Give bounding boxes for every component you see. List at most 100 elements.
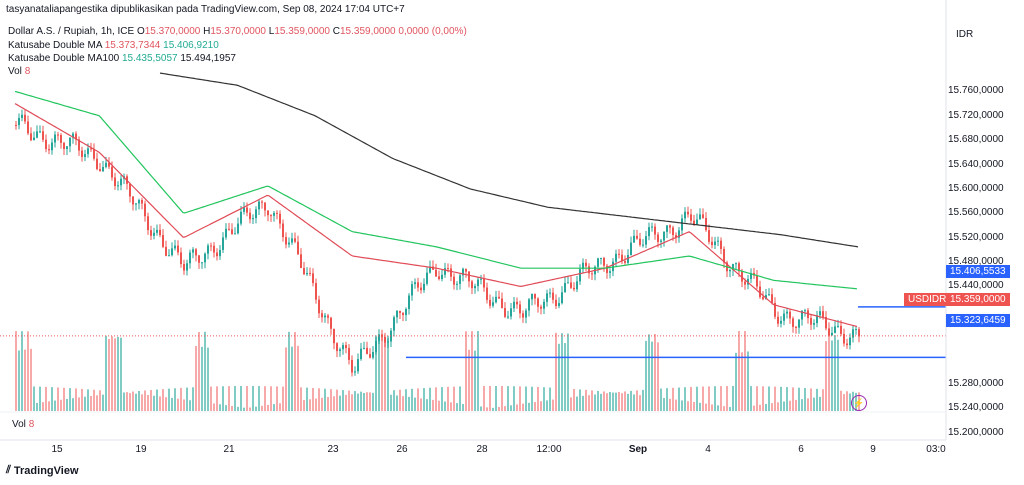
candle-body — [576, 281, 578, 290]
candle-body — [24, 114, 26, 122]
candle-body — [240, 211, 242, 224]
candle-body — [729, 269, 731, 272]
volume-bar — [843, 394, 845, 411]
volume-bar — [258, 386, 260, 411]
volume-bar — [159, 396, 161, 411]
candle-body — [273, 212, 275, 216]
close-label: C — [332, 26, 340, 37]
volume-bar — [36, 402, 38, 411]
candle-body — [63, 142, 65, 149]
candle-body — [720, 240, 722, 249]
tradingview-brand-text: TradingView — [13, 464, 79, 477]
volume-bar — [63, 387, 65, 411]
volume-bar — [729, 406, 731, 411]
volume-bar — [513, 386, 515, 411]
volume-bar — [573, 388, 575, 411]
candle-body — [789, 311, 791, 319]
volume-bar — [312, 387, 314, 411]
ma-100-line — [14, 90, 858, 290]
volume-bar — [624, 391, 626, 411]
volume-bar — [87, 389, 89, 411]
candle-body — [492, 302, 494, 306]
volume-bar — [207, 347, 209, 411]
tradingview-logo[interactable]: ⫽ TradingView — [6, 464, 79, 477]
volume-bar — [42, 402, 44, 411]
volume-bar — [555, 332, 557, 411]
volume-bar — [744, 331, 746, 411]
candle-body — [147, 216, 149, 231]
candle-body — [855, 329, 857, 331]
volume-bar — [798, 387, 800, 411]
volume-bar — [45, 386, 47, 411]
change-value: 0,0000 (0,00%) — [398, 26, 467, 37]
candle-body — [549, 292, 551, 294]
candles — [15, 109, 860, 377]
volume-bar — [51, 387, 53, 411]
ma-legend-2-value1: 15.435,5057 — [121, 53, 178, 64]
volume-bar — [705, 403, 707, 411]
candle-body — [771, 294, 773, 303]
vol-legend-value: 8 — [24, 66, 31, 77]
volume-bar — [663, 398, 665, 411]
volume-bar — [495, 386, 497, 411]
volume-bar — [420, 398, 422, 411]
candle-body — [18, 117, 20, 126]
ma-legend-2-value2: 15.494,1957 — [180, 53, 236, 64]
candle-body — [255, 209, 257, 219]
candle-body — [540, 306, 542, 309]
candle-body — [699, 214, 701, 220]
candle-body — [531, 293, 533, 300]
volume-bar — [657, 342, 659, 411]
volume-bar — [756, 386, 758, 411]
volume-bar — [837, 339, 839, 411]
volume-bar — [30, 348, 32, 411]
volume-bar — [807, 398, 809, 411]
ma-legend-2[interactable]: Katusabe Double MA100 15.435,5057 15.494… — [8, 53, 236, 64]
volume-bar — [834, 335, 836, 411]
candle-body — [345, 345, 347, 349]
candle-body — [624, 261, 626, 263]
volume-bar — [681, 400, 683, 411]
ma-legend-1[interactable]: Katusabe Double MA 15.373,7344 15.406,92… — [8, 40, 219, 51]
candle-body — [819, 311, 821, 316]
candle-body — [612, 261, 614, 272]
volume-bar — [753, 405, 755, 411]
candle-body — [342, 345, 344, 350]
price-axis-tick: 15.680,0000 — [948, 134, 1004, 146]
volume-bar — [102, 394, 104, 411]
candle-body — [474, 286, 476, 289]
time-axis-tick: 21 — [223, 444, 235, 455]
volume-bar — [372, 392, 374, 411]
volume-bar — [360, 391, 362, 411]
volume-bar — [288, 331, 290, 411]
volume-bar — [720, 386, 722, 411]
volume-bar — [267, 404, 269, 411]
candle-body — [645, 236, 647, 245]
candle-body — [534, 293, 536, 299]
candle-body — [486, 287, 488, 300]
candle-body — [837, 325, 839, 327]
candle-body — [399, 310, 401, 313]
candle-body — [378, 334, 380, 341]
volume-bar — [177, 398, 179, 411]
candle-body — [453, 276, 455, 285]
volume-bar — [468, 349, 470, 411]
volume-bar — [291, 346, 293, 411]
volume-bar — [129, 393, 131, 411]
candle-body — [105, 162, 107, 167]
horizontal-levels — [0, 306, 946, 359]
volume-bar — [396, 395, 398, 411]
candle-body — [654, 226, 656, 235]
candle-body — [450, 268, 452, 277]
candle-body — [519, 304, 521, 314]
volume-bar — [456, 403, 458, 411]
candle-body — [225, 228, 227, 238]
vol-legend[interactable]: Vol 8 — [8, 66, 30, 77]
candle-body — [99, 169, 101, 172]
candle-body — [285, 237, 287, 245]
volume-bar — [783, 401, 785, 411]
candle-body — [54, 134, 56, 143]
volume-bar — [417, 388, 419, 411]
lightning-icon[interactable]: ⚡ — [851, 395, 867, 411]
